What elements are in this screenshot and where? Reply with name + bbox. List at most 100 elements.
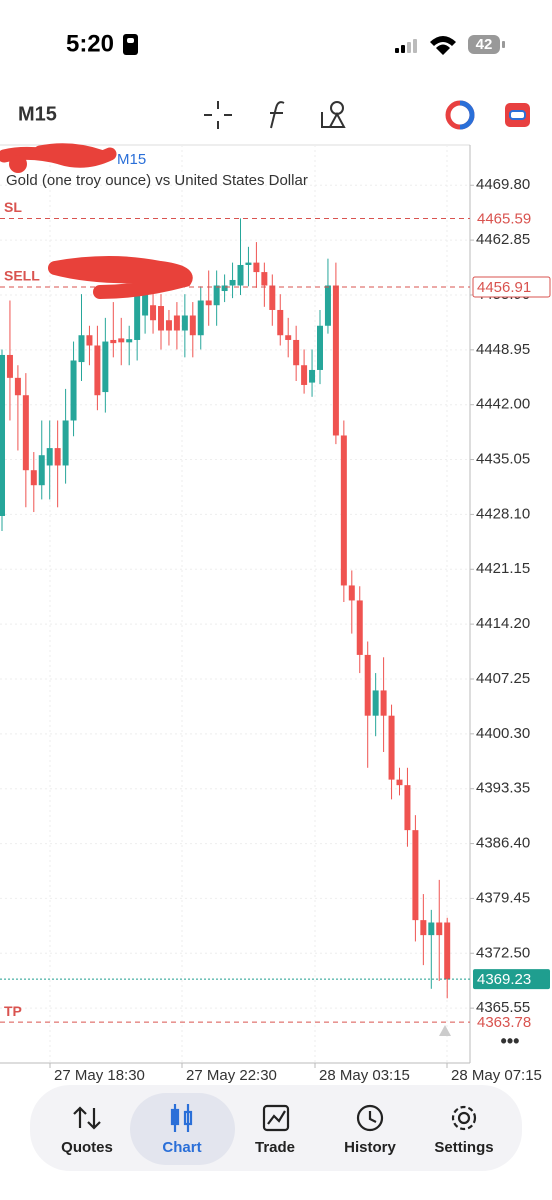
x-tick-label: 28 May 03:15 <box>319 1067 410 1084</box>
y-tick-label: 4435.05 <box>476 451 530 468</box>
candle-body <box>181 315 188 331</box>
scroll-marker <box>439 1025 451 1036</box>
candle-body <box>404 785 411 831</box>
crosshair-button[interactable] <box>204 101 232 129</box>
candle-body <box>197 300 204 336</box>
chart-subtitle: Gold (one troy ounce) vs United States D… <box>6 172 308 189</box>
candle-body <box>309 369 316 383</box>
candle-body <box>324 285 331 326</box>
timeframe-button[interactable]: M15 <box>18 103 57 125</box>
wifi-icon <box>430 36 456 55</box>
x-tick-label: 28 May 07:15 <box>451 1067 542 1084</box>
status-time: 5:20 <box>66 30 114 57</box>
nav-selected <box>130 1093 235 1165</box>
candle-body <box>94 345 101 396</box>
candle-body <box>261 272 268 286</box>
objects-button[interactable] <box>321 101 346 128</box>
candle-body <box>134 290 141 340</box>
candle-body <box>142 290 149 316</box>
candle-body <box>364 654 371 716</box>
indicators-button[interactable] <box>270 101 285 129</box>
level-label: SELL <box>4 268 40 284</box>
y-tick-label: 4414.20 <box>476 615 530 632</box>
candle-body <box>126 339 133 343</box>
candle-body <box>6 354 13 378</box>
candle-body <box>229 279 236 286</box>
candle-body <box>396 779 403 786</box>
candle-body <box>118 338 125 343</box>
y-tick-label: 4393.35 <box>476 780 530 797</box>
candle-body <box>293 339 300 366</box>
candle-body <box>54 448 61 466</box>
candle-body <box>110 339 117 344</box>
nav-bar <box>30 1085 522 1171</box>
candle-body <box>436 922 443 936</box>
nav-item[interactable]: Quotes <box>61 1139 113 1156</box>
candle-body <box>420 920 427 936</box>
level-price: 4456.91 <box>477 279 531 296</box>
y-tick-label: 4448.95 <box>476 341 530 358</box>
candle-body <box>269 285 276 310</box>
level-label: SL <box>4 199 22 215</box>
candle-body <box>30 470 37 486</box>
y-tick-label: 4372.50 <box>476 944 530 961</box>
candle-body <box>380 690 387 716</box>
y-tick-label: 4400.30 <box>476 725 530 742</box>
candle-body <box>62 420 69 466</box>
trade-signal-button-half <box>459 100 475 130</box>
chart-timeframe: M15 <box>117 151 146 168</box>
nav-icons <box>73 1104 477 1132</box>
x-tick-label: 27 May 22:30 <box>186 1067 277 1084</box>
candle-body <box>237 264 244 286</box>
candle-body <box>205 300 212 306</box>
candle-body <box>158 306 164 331</box>
nav-item[interactable]: History <box>344 1139 396 1156</box>
candle-body <box>388 715 395 780</box>
signal-icon <box>395 39 417 53</box>
y-tick-label: 4442.00 <box>476 396 530 413</box>
nav-item[interactable]: Trade <box>255 1139 295 1156</box>
focus-icon <box>123 34 138 55</box>
y-tick-label: 4428.10 <box>476 505 530 522</box>
level-price-box <box>473 208 550 229</box>
candle-body <box>253 262 260 273</box>
level-label: TP <box>4 1003 22 1019</box>
chart: 4469.804462.854455.904448.954442.004435.… <box>0 144 551 1084</box>
candle-body <box>165 320 172 331</box>
candle-body <box>301 365 308 385</box>
candle-body <box>221 285 228 292</box>
candle-body <box>102 341 109 393</box>
candle-body <box>356 600 363 655</box>
candle-body <box>0 354 5 516</box>
candle-body <box>14 377 21 396</box>
candle-body <box>428 922 435 936</box>
candle-body <box>317 325 323 370</box>
candle-body <box>412 830 419 921</box>
y-tick-label: 4462.85 <box>476 231 530 248</box>
candle-body <box>332 285 339 436</box>
nav-item[interactable]: Settings <box>434 1139 493 1156</box>
candle-body <box>372 690 379 716</box>
candle-body <box>22 395 29 471</box>
redaction <box>0 143 117 168</box>
candle-body <box>173 315 180 331</box>
redaction <box>48 256 193 299</box>
candle-body <box>340 435 347 586</box>
level-price: 4363.78 <box>477 1014 531 1031</box>
level-price-box <box>472 276 551 298</box>
y-tick-label: 4379.45 <box>476 889 530 906</box>
one-click-detail <box>509 110 526 120</box>
y-tick-label: 4421.15 <box>476 560 530 577</box>
level-price-box <box>473 1012 550 1033</box>
x-tick-label: 27 May 18:30 <box>54 1067 145 1084</box>
candle-body <box>189 315 196 336</box>
level-price-box <box>473 969 550 990</box>
candle-body <box>285 335 292 340</box>
battery-tip <box>502 41 505 48</box>
nav-item[interactable]: Chart <box>162 1139 201 1156</box>
candle-body <box>78 335 85 363</box>
focus-icon-detail <box>127 38 134 43</box>
candle-body <box>444 922 451 980</box>
